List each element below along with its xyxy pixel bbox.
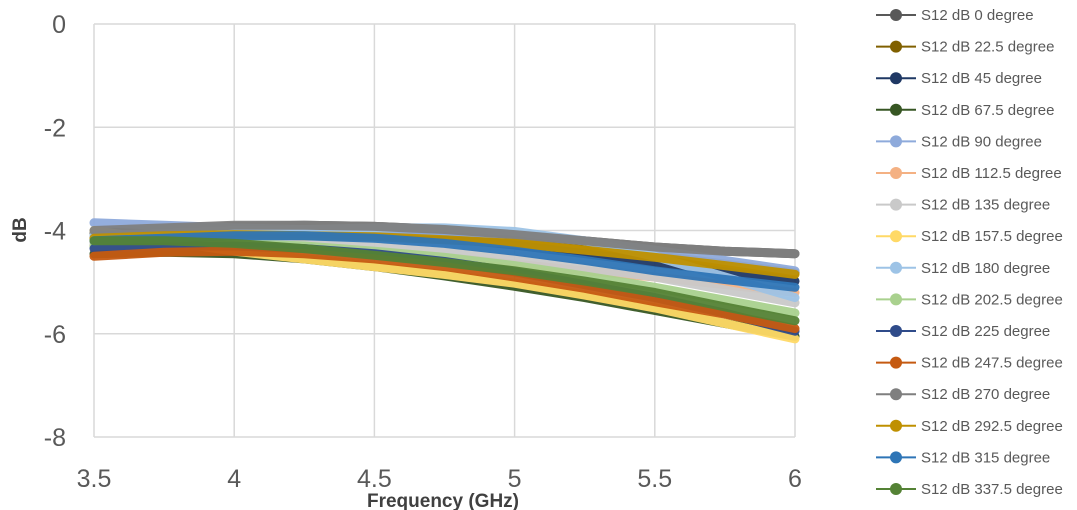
legend-label-6: S12 dB 135 degree [921, 197, 1050, 214]
legend-label-2: S12 dB 45 degree [921, 70, 1042, 87]
legend-marker-6 [890, 198, 902, 211]
x-tick-label: 4.5 [357, 465, 392, 493]
legend-marker-15 [890, 483, 902, 495]
legend-marker-3 [890, 103, 902, 116]
legend-label-14: S12 dB 315 degree [921, 449, 1050, 466]
x-tick-label: 5.5 [637, 465, 672, 493]
legend-marker-12 [890, 388, 902, 401]
legend-marker-7 [890, 230, 902, 243]
legend-label-4: S12 dB 90 degree [921, 133, 1042, 150]
legend-label-12: S12 dB 270 degree [921, 386, 1050, 403]
series-line-14 [89, 231, 800, 292]
legend-label-8: S12 dB 180 degree [921, 260, 1050, 277]
x-axis-title: Frequency (GHz) [367, 491, 519, 510]
y-axis-ticks: 0 -2 -4 -6 -8 [44, 11, 66, 452]
legend-label-3: S12 dB 67.5 degree [921, 102, 1054, 119]
legend-label-7: S12 dB 157.5 degree [921, 228, 1063, 245]
legend-marker-2 [890, 72, 902, 85]
series-line-15 [89, 236, 800, 326]
legend-marker-13 [890, 419, 902, 432]
y-tick-label: -4 [44, 218, 66, 246]
legend-label-1: S12 dB 22.5 degree [921, 39, 1054, 56]
legend-marker-1 [890, 40, 902, 53]
legend-marker-4 [890, 135, 902, 148]
y-axis-title: dB [10, 217, 31, 242]
legend-label-0: S12 dB 0 degree [921, 7, 1034, 24]
x-tick-label: 5 [508, 465, 522, 493]
legend: S12 dB 0 degree S12 dB 22.5 degree S12 dB … [876, 7, 1063, 498]
x-tick-label: 3.5 [77, 465, 112, 493]
x-tick-label: 6 [788, 465, 802, 493]
legend-label-9: S12 dB 202.5 degree [921, 291, 1063, 308]
legend-label-15: S12 dB 337.5 degree [921, 481, 1063, 498]
legend-marker-9 [890, 293, 902, 306]
legend-label-10: S12 dB 225 degree [921, 323, 1050, 340]
y-tick-label: -8 [44, 424, 66, 452]
y-tick-label: -6 [44, 321, 66, 349]
legend-label-13: S12 dB 292.5 degree [921, 418, 1063, 435]
legend-label-11: S12 dB 247.5 degree [921, 355, 1063, 372]
legend-label-5: S12 dB 112.5 degree [921, 165, 1062, 182]
x-tick-label: 4 [227, 465, 241, 493]
legend-marker-5 [890, 167, 902, 179]
legend-marker-10 [890, 325, 902, 337]
x-axis-ticks: 3.5 4 4.5 5 5.5 6 [77, 465, 802, 493]
legend-marker-11 [890, 356, 902, 369]
legend-marker-0 [890, 9, 902, 21]
legend-marker-14 [890, 451, 902, 464]
y-tick-label: 0 [52, 11, 66, 39]
series-line-12 [89, 220, 800, 259]
series-lines [89, 218, 800, 344]
legend-marker-8 [890, 261, 902, 274]
y-tick-label: -2 [44, 114, 66, 142]
